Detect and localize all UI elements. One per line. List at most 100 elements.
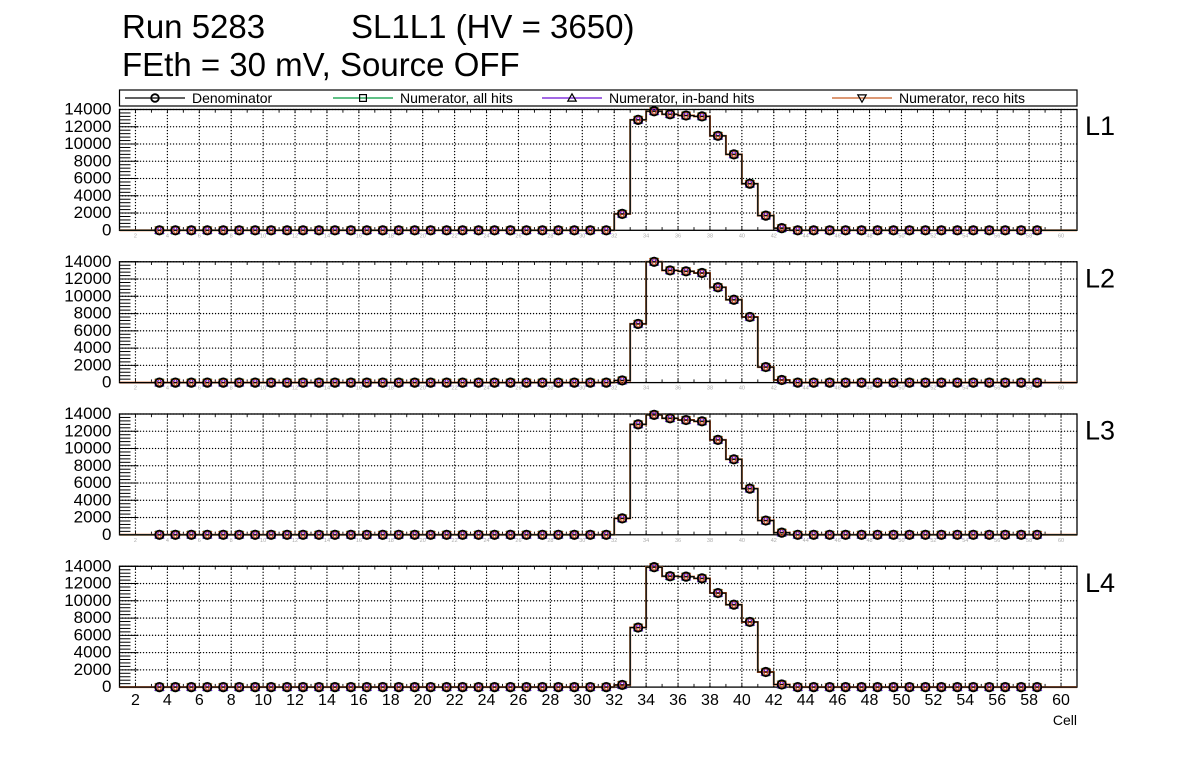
svg-text:12000: 12000 [64,117,111,136]
svg-text:60: 60 [1058,233,1064,239]
svg-text:44: 44 [803,233,809,239]
svg-text:FEth = 30 mV, Source OFF: FEth = 30 mV, Source OFF [122,46,520,83]
svg-text:14: 14 [324,538,330,544]
svg-text:52: 52 [924,692,942,709]
svg-text:56: 56 [994,386,1000,392]
svg-text:16: 16 [356,386,362,392]
svg-text:20: 20 [420,538,426,544]
svg-text:10: 10 [260,386,266,392]
svg-text:Run 5283: Run 5283 [122,8,265,45]
svg-text:36: 36 [675,386,681,392]
svg-text:2000: 2000 [74,660,112,679]
svg-text:10: 10 [260,233,266,239]
svg-text:4000: 4000 [74,186,112,205]
svg-text:32: 32 [611,233,617,239]
svg-text:Denominator: Denominator [192,90,272,106]
svg-text:2: 2 [134,386,137,392]
svg-text:34: 34 [637,692,655,709]
svg-text:6: 6 [195,692,204,709]
svg-text:30: 30 [573,692,591,709]
svg-text:10000: 10000 [64,439,111,458]
svg-text:38: 38 [707,386,713,392]
svg-text:L2: L2 [1085,263,1115,293]
svg-text:L3: L3 [1085,416,1115,446]
svg-text:10000: 10000 [64,286,111,305]
svg-text:34: 34 [643,538,649,544]
svg-text:28: 28 [547,233,553,239]
svg-text:16: 16 [356,233,362,239]
svg-text:36: 36 [669,692,687,709]
svg-text:30: 30 [579,233,585,239]
svg-text:2000: 2000 [74,203,112,222]
svg-text:54: 54 [962,538,968,544]
svg-text:50: 50 [898,538,904,544]
svg-text:10000: 10000 [64,134,111,153]
svg-text:52: 52 [930,386,936,392]
svg-text:50: 50 [893,692,911,709]
svg-text:50: 50 [898,233,904,239]
svg-text:8000: 8000 [74,608,112,627]
svg-text:0: 0 [102,677,111,696]
svg-text:8000: 8000 [74,456,112,475]
svg-text:44: 44 [803,386,809,392]
svg-text:48: 48 [866,233,872,239]
svg-text:12000: 12000 [64,269,111,288]
svg-text:16: 16 [350,692,368,709]
svg-text:20: 20 [420,386,426,392]
svg-text:24: 24 [483,233,489,239]
svg-text:60: 60 [1052,692,1070,709]
svg-text:42: 42 [771,538,777,544]
svg-text:44: 44 [803,538,809,544]
svg-text:18: 18 [382,692,400,709]
svg-text:32: 32 [611,386,617,392]
svg-text:58: 58 [1026,386,1032,392]
svg-text:2: 2 [134,538,137,544]
svg-text:40: 40 [733,692,751,709]
svg-text:40: 40 [739,538,745,544]
svg-text:28: 28 [547,386,553,392]
svg-text:4: 4 [166,386,169,392]
svg-text:2: 2 [134,233,137,239]
svg-text:38: 38 [707,233,713,239]
svg-text:8: 8 [227,692,236,709]
svg-text:36: 36 [675,538,681,544]
svg-text:48: 48 [861,692,879,709]
svg-text:20: 20 [420,233,426,239]
svg-text:28: 28 [547,538,553,544]
svg-text:28: 28 [541,692,559,709]
svg-text:6000: 6000 [74,169,112,188]
svg-text:50: 50 [898,386,904,392]
svg-text:52: 52 [930,233,936,239]
svg-text:18: 18 [388,386,394,392]
svg-text:22: 22 [452,386,458,392]
svg-text:12: 12 [292,386,298,392]
svg-text:4000: 4000 [74,490,112,509]
svg-text:8: 8 [230,233,233,239]
svg-text:56: 56 [994,538,1000,544]
svg-text:40: 40 [739,233,745,239]
svg-text:0: 0 [102,525,111,544]
svg-text:6: 6 [198,386,201,392]
svg-text:16: 16 [356,538,362,544]
svg-text:42: 42 [771,233,777,239]
svg-text:58: 58 [1020,692,1038,709]
svg-text:26: 26 [515,386,521,392]
svg-text:46: 46 [835,386,841,392]
svg-text:4000: 4000 [74,643,112,662]
svg-text:58: 58 [1026,233,1032,239]
svg-text:4: 4 [163,692,172,709]
svg-text:34: 34 [643,233,649,239]
svg-text:38: 38 [707,538,713,544]
svg-text:0: 0 [102,220,111,239]
svg-text:10000: 10000 [64,591,111,610]
svg-text:48: 48 [866,386,872,392]
svg-text:10: 10 [260,538,266,544]
svg-text:4: 4 [166,538,169,544]
svg-text:10: 10 [254,692,272,709]
svg-text:14: 14 [324,233,330,239]
svg-text:2: 2 [131,692,140,709]
svg-text:54: 54 [962,386,968,392]
svg-text:44: 44 [797,692,815,709]
svg-text:36: 36 [675,233,681,239]
svg-text:8000: 8000 [74,151,112,170]
